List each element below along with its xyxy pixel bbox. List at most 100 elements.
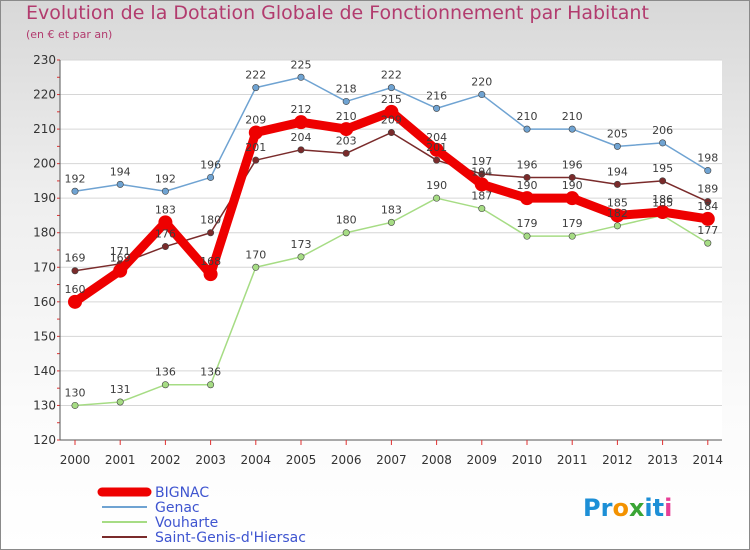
data-label-saint-genis-d-hiersac: 194 <box>607 165 628 178</box>
data-point-saint-genis-d-hiersac <box>207 229 215 237</box>
data-point-saint-genis-d-hiersac <box>297 146 305 154</box>
x-tick-label: 2001 <box>105 453 136 467</box>
data-point-bignac <box>248 125 263 140</box>
legend-label-bignac: BIGNAC <box>155 485 209 501</box>
data-point-saint-genis-d-hiersac <box>433 156 441 164</box>
data-point-bignac <box>158 215 173 230</box>
data-label-bignac: 186 <box>652 193 673 206</box>
logo-letter: x <box>629 494 645 522</box>
data-point-genac <box>116 180 124 188</box>
data-label-saint-genis-d-hiersac: 209 <box>381 114 402 127</box>
data-label-vouharte: 177 <box>697 224 718 237</box>
data-point-genac <box>659 139 667 147</box>
data-label-genac: 192 <box>65 172 86 185</box>
data-point-genac <box>161 187 169 195</box>
x-tick-label: 2002 <box>150 453 181 467</box>
data-label-genac: 216 <box>426 89 447 102</box>
data-point-saint-genis-d-hiersac <box>252 156 260 164</box>
data-point-genac <box>207 173 215 181</box>
data-label-bignac: 185 <box>607 196 628 209</box>
data-point-bignac <box>68 294 82 309</box>
data-label-saint-genis-d-hiersac: 195 <box>652 162 673 175</box>
logo-letter: i <box>664 494 672 522</box>
x-tick-label: 2003 <box>195 453 226 467</box>
data-point-saint-genis-d-hiersac <box>71 267 79 275</box>
data-point-vouharte <box>613 222 621 230</box>
data-label-vouharte: 131 <box>110 383 131 396</box>
data-label-genac: 192 <box>155 172 176 185</box>
x-tick-label: 2010 <box>512 453 543 467</box>
data-point-genac <box>297 73 305 81</box>
data-point-vouharte <box>116 398 124 406</box>
y-tick-label: 190 <box>33 191 56 205</box>
data-label-bignac: 204 <box>426 131 447 144</box>
data-point-saint-genis-d-hiersac <box>478 170 486 178</box>
x-tick-label: 2005 <box>286 453 317 467</box>
data-point-bignac <box>565 191 580 206</box>
data-label-saint-genis-d-hiersac: 189 <box>697 183 718 196</box>
legend-label-genac: Genac <box>155 500 200 516</box>
data-point-bignac <box>339 122 354 137</box>
data-point-bignac <box>610 208 625 223</box>
data-point-vouharte <box>297 253 305 261</box>
y-tick-label: 200 <box>33 157 56 171</box>
data-label-bignac: 210 <box>336 110 357 123</box>
data-point-saint-genis-d-hiersac <box>613 180 621 188</box>
data-point-genac <box>568 125 576 133</box>
x-tick-label: 2000 <box>60 453 91 467</box>
data-label-genac: 198 <box>697 152 718 165</box>
data-label-saint-genis-d-hiersac: 197 <box>471 155 492 168</box>
data-point-vouharte <box>161 381 169 389</box>
data-point-vouharte <box>478 205 486 213</box>
data-point-vouharte <box>252 263 260 271</box>
data-label-vouharte: 182 <box>607 207 628 220</box>
y-tick-label: 210 <box>33 122 56 136</box>
proxiti-logo: Proxiti <box>583 494 672 522</box>
data-label-bignac: 168 <box>200 255 221 268</box>
x-tick-label: 2009 <box>467 453 498 467</box>
data-point-genac <box>433 104 441 112</box>
data-label-bignac: 209 <box>245 114 266 127</box>
data-label-genac: 196 <box>200 158 221 171</box>
data-label-genac: 206 <box>652 124 673 137</box>
logo-letter: P <box>583 494 601 522</box>
data-point-vouharte <box>433 194 441 202</box>
data-label-bignac: 212 <box>291 103 312 116</box>
data-point-genac <box>478 91 486 99</box>
data-point-bignac <box>429 142 444 157</box>
data-point-bignac <box>384 104 399 119</box>
y-tick-label: 150 <box>33 329 56 343</box>
data-label-genac: 218 <box>336 82 357 95</box>
plot-area <box>60 60 722 440</box>
data-label-vouharte: 130 <box>65 386 86 399</box>
x-tick-label: 2012 <box>602 453 633 467</box>
data-point-genac <box>704 167 712 175</box>
axes: 120 130 140 150 160 170 180 190 200 210 220 230 2000… <box>33 53 723 467</box>
data-point-saint-genis-d-hiersac <box>387 129 395 137</box>
data-point-genac <box>613 142 621 150</box>
data-label-genac: 205 <box>607 127 628 140</box>
data-label-genac: 210 <box>562 110 583 123</box>
data-label-genac: 210 <box>517 110 538 123</box>
data-label-vouharte: 179 <box>562 217 583 230</box>
data-label-bignac: 160 <box>65 283 86 296</box>
logo-letter: i <box>644 494 652 522</box>
data-point-saint-genis-d-hiersac <box>342 149 350 157</box>
data-label-vouharte: 187 <box>471 190 492 203</box>
data-label-saint-genis-d-hiersac: 180 <box>200 214 221 227</box>
data-label-saint-genis-d-hiersac: 169 <box>65 252 86 265</box>
data-label-vouharte: 136 <box>200 366 221 379</box>
data-label-bignac: 184 <box>697 200 718 213</box>
data-label-bignac: 183 <box>155 203 176 216</box>
data-point-vouharte <box>207 381 215 389</box>
data-label-saint-genis-d-hiersac: 176 <box>155 228 176 241</box>
y-tick-label: 170 <box>33 260 56 274</box>
data-label-saint-genis-d-hiersac: 203 <box>336 134 357 147</box>
chart-title: Evolution de la Dotation Globale de Fonc… <box>26 2 649 24</box>
data-point-bignac <box>520 191 534 206</box>
data-label-vouharte: 170 <box>245 248 266 261</box>
data-point-bignac <box>474 177 489 192</box>
data-label-vouharte: 179 <box>517 217 538 230</box>
data-label-bignac: 194 <box>471 165 492 178</box>
